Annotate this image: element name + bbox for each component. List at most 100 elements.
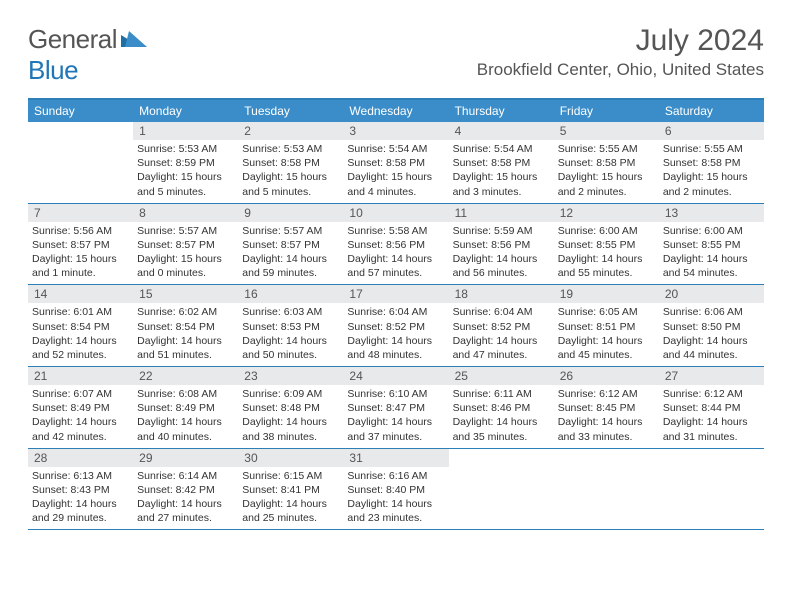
day-number: 4 bbox=[449, 122, 554, 140]
day-detail: Sunrise: 6:13 AMSunset: 8:43 PMDaylight:… bbox=[28, 467, 133, 530]
day-cell-7: 7Sunrise: 5:56 AMSunset: 8:57 PMDaylight… bbox=[28, 204, 133, 285]
day-cell-19: 19Sunrise: 6:05 AMSunset: 8:51 PMDayligh… bbox=[554, 285, 659, 366]
day-number: 24 bbox=[343, 367, 448, 385]
day-detail: Sunrise: 6:07 AMSunset: 8:49 PMDaylight:… bbox=[28, 385, 133, 448]
day-cell-25: 25Sunrise: 6:11 AMSunset: 8:46 PMDayligh… bbox=[449, 367, 554, 448]
day-cell-1: 1Sunrise: 5:53 AMSunset: 8:59 PMDaylight… bbox=[133, 122, 238, 203]
title-block: July 2024 Brookfield Center, Ohio, Unite… bbox=[477, 24, 764, 80]
day-cell-17: 17Sunrise: 6:04 AMSunset: 8:52 PMDayligh… bbox=[343, 285, 448, 366]
day-number: 25 bbox=[449, 367, 554, 385]
day-number: 22 bbox=[133, 367, 238, 385]
day-detail: Sunrise: 6:00 AMSunset: 8:55 PMDaylight:… bbox=[554, 222, 659, 285]
day-number: 23 bbox=[238, 367, 343, 385]
day-cell-2: 2Sunrise: 5:53 AMSunset: 8:58 PMDaylight… bbox=[238, 122, 343, 203]
empty-cell bbox=[554, 449, 659, 530]
day-cell-20: 20Sunrise: 6:06 AMSunset: 8:50 PMDayligh… bbox=[659, 285, 764, 366]
day-detail: Sunrise: 6:12 AMSunset: 8:44 PMDaylight:… bbox=[659, 385, 764, 448]
day-cell-22: 22Sunrise: 6:08 AMSunset: 8:49 PMDayligh… bbox=[133, 367, 238, 448]
day-cell-18: 18Sunrise: 6:04 AMSunset: 8:52 PMDayligh… bbox=[449, 285, 554, 366]
day-cell-15: 15Sunrise: 6:02 AMSunset: 8:54 PMDayligh… bbox=[133, 285, 238, 366]
day-detail: Sunrise: 6:14 AMSunset: 8:42 PMDaylight:… bbox=[133, 467, 238, 530]
calendar-body: 1Sunrise: 5:53 AMSunset: 8:59 PMDaylight… bbox=[28, 122, 764, 530]
dow-wednesday: Wednesday bbox=[343, 100, 448, 122]
day-number: 6 bbox=[659, 122, 764, 140]
day-detail: Sunrise: 6:00 AMSunset: 8:55 PMDaylight:… bbox=[659, 222, 764, 285]
day-detail: Sunrise: 6:15 AMSunset: 8:41 PMDaylight:… bbox=[238, 467, 343, 530]
day-cell-27: 27Sunrise: 6:12 AMSunset: 8:44 PMDayligh… bbox=[659, 367, 764, 448]
day-cell-30: 30Sunrise: 6:15 AMSunset: 8:41 PMDayligh… bbox=[238, 449, 343, 530]
day-detail: Sunrise: 5:55 AMSunset: 8:58 PMDaylight:… bbox=[659, 140, 764, 203]
week-row: 21Sunrise: 6:07 AMSunset: 8:49 PMDayligh… bbox=[28, 367, 764, 449]
day-number: 3 bbox=[343, 122, 448, 140]
dow-saturday: Saturday bbox=[659, 100, 764, 122]
day-detail: Sunrise: 6:10 AMSunset: 8:47 PMDaylight:… bbox=[343, 385, 448, 448]
day-number: 30 bbox=[238, 449, 343, 467]
week-row: 1Sunrise: 5:53 AMSunset: 8:59 PMDaylight… bbox=[28, 122, 764, 204]
day-cell-4: 4Sunrise: 5:54 AMSunset: 8:58 PMDaylight… bbox=[449, 122, 554, 203]
week-row: 28Sunrise: 6:13 AMSunset: 8:43 PMDayligh… bbox=[28, 449, 764, 531]
week-row: 14Sunrise: 6:01 AMSunset: 8:54 PMDayligh… bbox=[28, 285, 764, 367]
day-number: 26 bbox=[554, 367, 659, 385]
day-number: 18 bbox=[449, 285, 554, 303]
week-row: 7Sunrise: 5:56 AMSunset: 8:57 PMDaylight… bbox=[28, 204, 764, 286]
dow-friday: Friday bbox=[554, 100, 659, 122]
day-cell-5: 5Sunrise: 5:55 AMSunset: 8:58 PMDaylight… bbox=[554, 122, 659, 203]
day-number bbox=[28, 122, 133, 140]
day-detail: Sunrise: 5:57 AMSunset: 8:57 PMDaylight:… bbox=[133, 222, 238, 285]
day-number: 20 bbox=[659, 285, 764, 303]
day-cell-3: 3Sunrise: 5:54 AMSunset: 8:58 PMDaylight… bbox=[343, 122, 448, 203]
day-cell-12: 12Sunrise: 6:00 AMSunset: 8:55 PMDayligh… bbox=[554, 204, 659, 285]
day-cell-13: 13Sunrise: 6:00 AMSunset: 8:55 PMDayligh… bbox=[659, 204, 764, 285]
day-cell-11: 11Sunrise: 5:59 AMSunset: 8:56 PMDayligh… bbox=[449, 204, 554, 285]
day-cell-28: 28Sunrise: 6:13 AMSunset: 8:43 PMDayligh… bbox=[28, 449, 133, 530]
day-number: 19 bbox=[554, 285, 659, 303]
month-title: July 2024 bbox=[477, 24, 764, 58]
day-number: 15 bbox=[133, 285, 238, 303]
header: GeneralBlue July 2024 Brookfield Center,… bbox=[28, 24, 764, 86]
day-detail: Sunrise: 5:54 AMSunset: 8:58 PMDaylight:… bbox=[343, 140, 448, 203]
dow-monday: Monday bbox=[133, 100, 238, 122]
day-number: 27 bbox=[659, 367, 764, 385]
day-cell-14: 14Sunrise: 6:01 AMSunset: 8:54 PMDayligh… bbox=[28, 285, 133, 366]
day-cell-29: 29Sunrise: 6:14 AMSunset: 8:42 PMDayligh… bbox=[133, 449, 238, 530]
day-detail: Sunrise: 5:56 AMSunset: 8:57 PMDaylight:… bbox=[28, 222, 133, 285]
day-cell-31: 31Sunrise: 6:16 AMSunset: 8:40 PMDayligh… bbox=[343, 449, 448, 530]
day-number: 10 bbox=[343, 204, 448, 222]
day-detail: Sunrise: 6:08 AMSunset: 8:49 PMDaylight:… bbox=[133, 385, 238, 448]
day-detail: Sunrise: 5:59 AMSunset: 8:56 PMDaylight:… bbox=[449, 222, 554, 285]
day-detail: Sunrise: 5:53 AMSunset: 8:59 PMDaylight:… bbox=[133, 140, 238, 203]
day-number: 7 bbox=[28, 204, 133, 222]
day-detail: Sunrise: 6:01 AMSunset: 8:54 PMDaylight:… bbox=[28, 303, 133, 366]
day-number: 31 bbox=[343, 449, 448, 467]
day-detail: Sunrise: 5:53 AMSunset: 8:58 PMDaylight:… bbox=[238, 140, 343, 203]
day-detail: Sunrise: 6:06 AMSunset: 8:50 PMDaylight:… bbox=[659, 303, 764, 366]
day-detail: Sunrise: 6:12 AMSunset: 8:45 PMDaylight:… bbox=[554, 385, 659, 448]
day-cell-8: 8Sunrise: 5:57 AMSunset: 8:57 PMDaylight… bbox=[133, 204, 238, 285]
dow-tuesday: Tuesday bbox=[238, 100, 343, 122]
day-detail: Sunrise: 6:04 AMSunset: 8:52 PMDaylight:… bbox=[449, 303, 554, 366]
day-detail: Sunrise: 6:11 AMSunset: 8:46 PMDaylight:… bbox=[449, 385, 554, 448]
day-detail: Sunrise: 6:05 AMSunset: 8:51 PMDaylight:… bbox=[554, 303, 659, 366]
day-detail: Sunrise: 6:04 AMSunset: 8:52 PMDaylight:… bbox=[343, 303, 448, 366]
empty-cell bbox=[449, 449, 554, 530]
day-number: 21 bbox=[28, 367, 133, 385]
day-number bbox=[449, 449, 554, 467]
day-number: 14 bbox=[28, 285, 133, 303]
empty-cell bbox=[659, 449, 764, 530]
day-detail: Sunrise: 6:16 AMSunset: 8:40 PMDaylight:… bbox=[343, 467, 448, 530]
day-detail: Sunrise: 5:58 AMSunset: 8:56 PMDaylight:… bbox=[343, 222, 448, 285]
brand-logo: GeneralBlue bbox=[28, 24, 149, 86]
day-of-week-header: SundayMondayTuesdayWednesdayThursdayFrid… bbox=[28, 100, 764, 122]
day-number: 8 bbox=[133, 204, 238, 222]
day-number: 1 bbox=[133, 122, 238, 140]
day-cell-26: 26Sunrise: 6:12 AMSunset: 8:45 PMDayligh… bbox=[554, 367, 659, 448]
day-number: 16 bbox=[238, 285, 343, 303]
day-cell-21: 21Sunrise: 6:07 AMSunset: 8:49 PMDayligh… bbox=[28, 367, 133, 448]
day-number bbox=[554, 449, 659, 467]
day-cell-10: 10Sunrise: 5:58 AMSunset: 8:56 PMDayligh… bbox=[343, 204, 448, 285]
day-number: 11 bbox=[449, 204, 554, 222]
day-cell-9: 9Sunrise: 5:57 AMSunset: 8:57 PMDaylight… bbox=[238, 204, 343, 285]
day-number: 17 bbox=[343, 285, 448, 303]
day-cell-23: 23Sunrise: 6:09 AMSunset: 8:48 PMDayligh… bbox=[238, 367, 343, 448]
day-detail: Sunrise: 5:54 AMSunset: 8:58 PMDaylight:… bbox=[449, 140, 554, 203]
